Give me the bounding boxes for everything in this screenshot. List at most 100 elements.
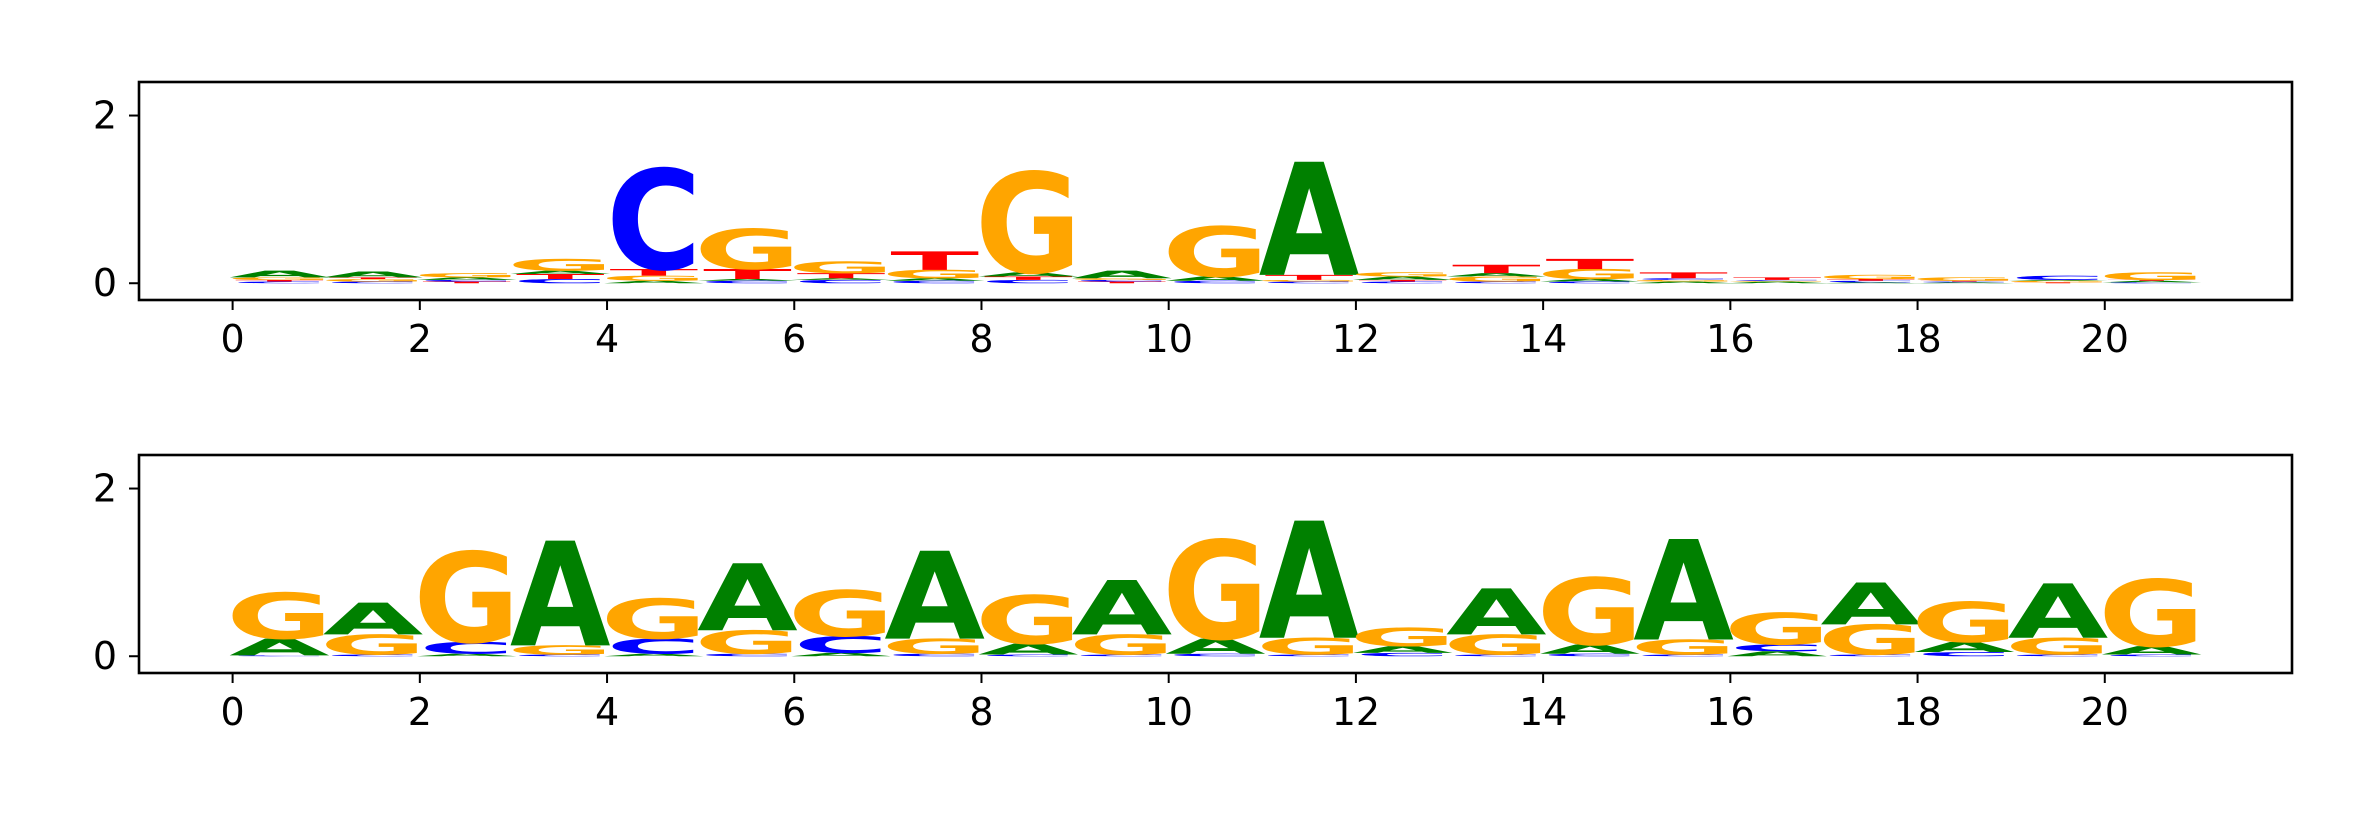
y-tick-label: 2: [93, 94, 117, 138]
logo-letter-c: C: [1823, 280, 1918, 283]
logo-letter-c: C: [1074, 279, 1169, 282]
logo-letter-a: A: [1820, 282, 1921, 283]
logo-letter-g: G: [1630, 279, 1737, 282]
logo-letter-t: T: [2014, 282, 2103, 283]
logo-letter-c: C: [2010, 275, 2105, 282]
logo-letter-a: A: [1540, 278, 1641, 282]
logo-letter-a: A: [2101, 280, 2202, 283]
logo-letter-a: A: [1446, 576, 1547, 650]
logo-letter-a: A: [978, 641, 1079, 658]
logo-letter-a: A: [1446, 272, 1547, 277]
logo-letter-g: G: [1911, 591, 2018, 656]
logo-letter-t: T: [1639, 271, 1728, 280]
x-tick-label: 8: [969, 317, 993, 361]
logo-letter-c: C: [1261, 281, 1356, 284]
x-tick-label: 4: [595, 690, 619, 734]
logo-letter-g: G: [507, 256, 614, 275]
logo-letter-c: C: [793, 632, 888, 659]
logo-letter-a: A: [323, 270, 424, 279]
x-tick-label: 2: [408, 317, 432, 361]
logo-letter-a: A: [1914, 639, 2015, 655]
y-tick-label: 0: [93, 261, 117, 305]
x-tick-label: 0: [221, 690, 245, 734]
logo-letter-a: A: [1072, 566, 1173, 653]
logo-letter-t: T: [516, 273, 605, 281]
logo-letter-g: G: [1537, 560, 1644, 667]
logo-letter-a: A: [1820, 571, 1921, 638]
x-tick-label: 20: [2081, 317, 2129, 361]
logo-letter-a: A: [791, 278, 892, 281]
logo-letter-g: G: [1443, 629, 1550, 661]
logo-letter-g: G: [788, 578, 895, 652]
y-tick-label: 2: [93, 467, 117, 511]
logo-letter-g: G: [881, 267, 988, 280]
logo-letter-g: G: [1911, 276, 2018, 281]
logo-letter-t: T: [235, 279, 324, 282]
logo-letter-a: A: [229, 634, 330, 661]
x-tick-label: 10: [1145, 317, 1193, 361]
logo-letter-c: C: [1542, 653, 1637, 657]
logo-letter-a: A: [978, 271, 1079, 278]
logo-letter-a: A: [1259, 489, 1360, 676]
logo-letter-a: A: [1352, 644, 1453, 655]
logo-letter-c: C: [606, 635, 701, 659]
logo-letter-a: A: [697, 545, 798, 652]
x-tick-label: 14: [1519, 317, 1567, 361]
logo-letter-g: G: [320, 278, 427, 282]
logo-letter-c: C: [1917, 281, 2012, 282]
logo-letter-g: G: [694, 218, 801, 283]
logo-letter-g: G: [975, 145, 1082, 305]
logo-letter-c: C: [1823, 654, 1918, 657]
x-tick-label: 18: [1893, 317, 1941, 361]
logo-letter-a: A: [1352, 276, 1453, 281]
logo-letter-c: C: [981, 279, 1076, 284]
logo-letters: CAGCGAACGCGAACGCGAACGCGACAGCGACAGCGACAGC…: [226, 489, 2205, 680]
logo-letter-c: C: [325, 654, 420, 657]
x-tick-label: 8: [969, 690, 993, 734]
axes-frame: [137, 80, 2294, 302]
logo-letter-t: T: [797, 272, 886, 280]
logo-letter-a: A: [2101, 644, 2202, 657]
logo-letter-a: A: [416, 277, 517, 281]
logo-letter-t: T: [1826, 279, 1915, 282]
logo-letter-c: C: [1261, 654, 1356, 657]
logo-letter-a: A: [884, 278, 985, 282]
logo-letter-a: A: [229, 269, 330, 280]
x-tick-label: 16: [1706, 690, 1754, 734]
logo-letter-c: C: [887, 653, 982, 657]
logo-letter-c: C: [1729, 643, 1824, 654]
logo-letter-t: T: [1358, 279, 1447, 282]
logo-letter-c: C: [513, 278, 608, 285]
logo-letter-c: C: [1449, 654, 1544, 657]
logo-letter-a: A: [884, 527, 985, 667]
logo-letter-a: A: [416, 653, 517, 657]
logo-letter-t: T: [890, 247, 979, 276]
x-tick-label: 10: [1145, 690, 1193, 734]
x-tick-label: 12: [1332, 690, 1380, 734]
logo-letter-c: C: [1542, 281, 1637, 284]
logo-letter-g: G: [1443, 275, 1550, 283]
logo-letter-c: C: [887, 280, 982, 284]
axes-frame: [137, 453, 2294, 675]
logo-letter-c: C: [1074, 654, 1169, 657]
logo-letter-g: G: [1162, 212, 1269, 293]
logo-letter-c: C: [606, 141, 701, 301]
logo-letter-g: G: [1349, 623, 1456, 652]
logo-letter-t: T: [2107, 280, 2196, 281]
logo-letter-g: G: [2098, 270, 2205, 282]
logo-letter-t: T: [1733, 277, 1822, 281]
logo-letter-g: G: [1069, 278, 1176, 281]
logo-letter-g: G: [1817, 274, 1924, 281]
logo-letter-g: G: [1349, 271, 1456, 278]
logo-letter-a: A: [510, 270, 611, 275]
logo-letters: CTGACGTATCAGCTAGAGTCCATGCATGCAGTCTAGTCGA…: [226, 131, 2205, 312]
logo-letter-c: C: [232, 655, 327, 656]
logo-letter-t: T: [703, 266, 792, 282]
logo-letter-c: C: [1729, 280, 1824, 281]
logo-letter-a: A: [1727, 281, 1828, 284]
logo-letter-a: A: [1259, 131, 1360, 312]
logo-letter-c: C: [1636, 278, 1731, 281]
logo-letter-t: T: [329, 277, 418, 280]
logo-letter-g: G: [600, 274, 707, 282]
logo-letter-t: T: [984, 276, 1073, 281]
